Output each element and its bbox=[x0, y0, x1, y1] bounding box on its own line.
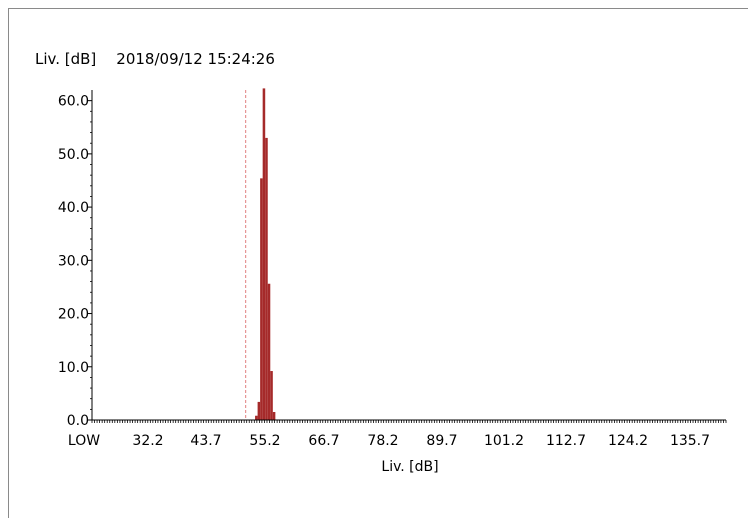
x-tick-label: 89.7 bbox=[426, 433, 457, 449]
x-tick-label: 112.7 bbox=[546, 433, 586, 449]
bar-2 bbox=[260, 178, 263, 420]
x-tick-label: 78.2 bbox=[367, 433, 398, 449]
bar-1 bbox=[257, 401, 261, 420]
y-tick-label: 40.0 bbox=[58, 200, 89, 216]
y-tick-label: 30.0 bbox=[58, 253, 89, 269]
y-tick-label: 10.0 bbox=[58, 360, 89, 376]
bars-group bbox=[255, 88, 276, 420]
x-axis-label: Liv. [dB] bbox=[381, 459, 438, 475]
x-tick-label: LOW bbox=[68, 433, 100, 449]
x-tick-label: 66.7 bbox=[308, 433, 339, 449]
quantity-label: Liv. [dB] bbox=[35, 50, 97, 68]
bar-4 bbox=[265, 137, 268, 420]
y-ticks-group: 0.0 10.0 20.0 30.0 40.0 50.0 60.0 bbox=[58, 94, 92, 429]
timestamp-label: 2018/09/12 15:24:26 bbox=[116, 50, 275, 68]
x-ticks-group: LOW 32.2 43.7 55.2 66.7 78.2 89.7 101.2 112.7 124… bbox=[68, 433, 710, 449]
x-tick-label: 135.7 bbox=[670, 433, 710, 449]
y-tick-label: 60.0 bbox=[58, 94, 89, 110]
bar-3 bbox=[262, 88, 266, 420]
bar-6 bbox=[270, 371, 273, 420]
axes-group bbox=[91, 90, 727, 423]
x-tick-label: 55.2 bbox=[249, 433, 280, 449]
bar-0 bbox=[255, 415, 258, 420]
chart-frame bbox=[8, 8, 748, 518]
y-tick-label: 0.0 bbox=[67, 413, 89, 429]
y-tick-label: 20.0 bbox=[58, 307, 89, 323]
bar-7 bbox=[272, 412, 276, 420]
chart-header: Liv. [dB] 2018/09/12 15:24:26 bbox=[35, 50, 275, 68]
x-tick-label: 43.7 bbox=[190, 433, 221, 449]
x-tick-label: 101.2 bbox=[484, 433, 524, 449]
bar-5 bbox=[267, 283, 271, 420]
y-tick-label: 50.0 bbox=[58, 147, 89, 163]
x-tick-label: 32.2 bbox=[132, 433, 163, 449]
x-tick-label: 124.2 bbox=[608, 433, 648, 449]
